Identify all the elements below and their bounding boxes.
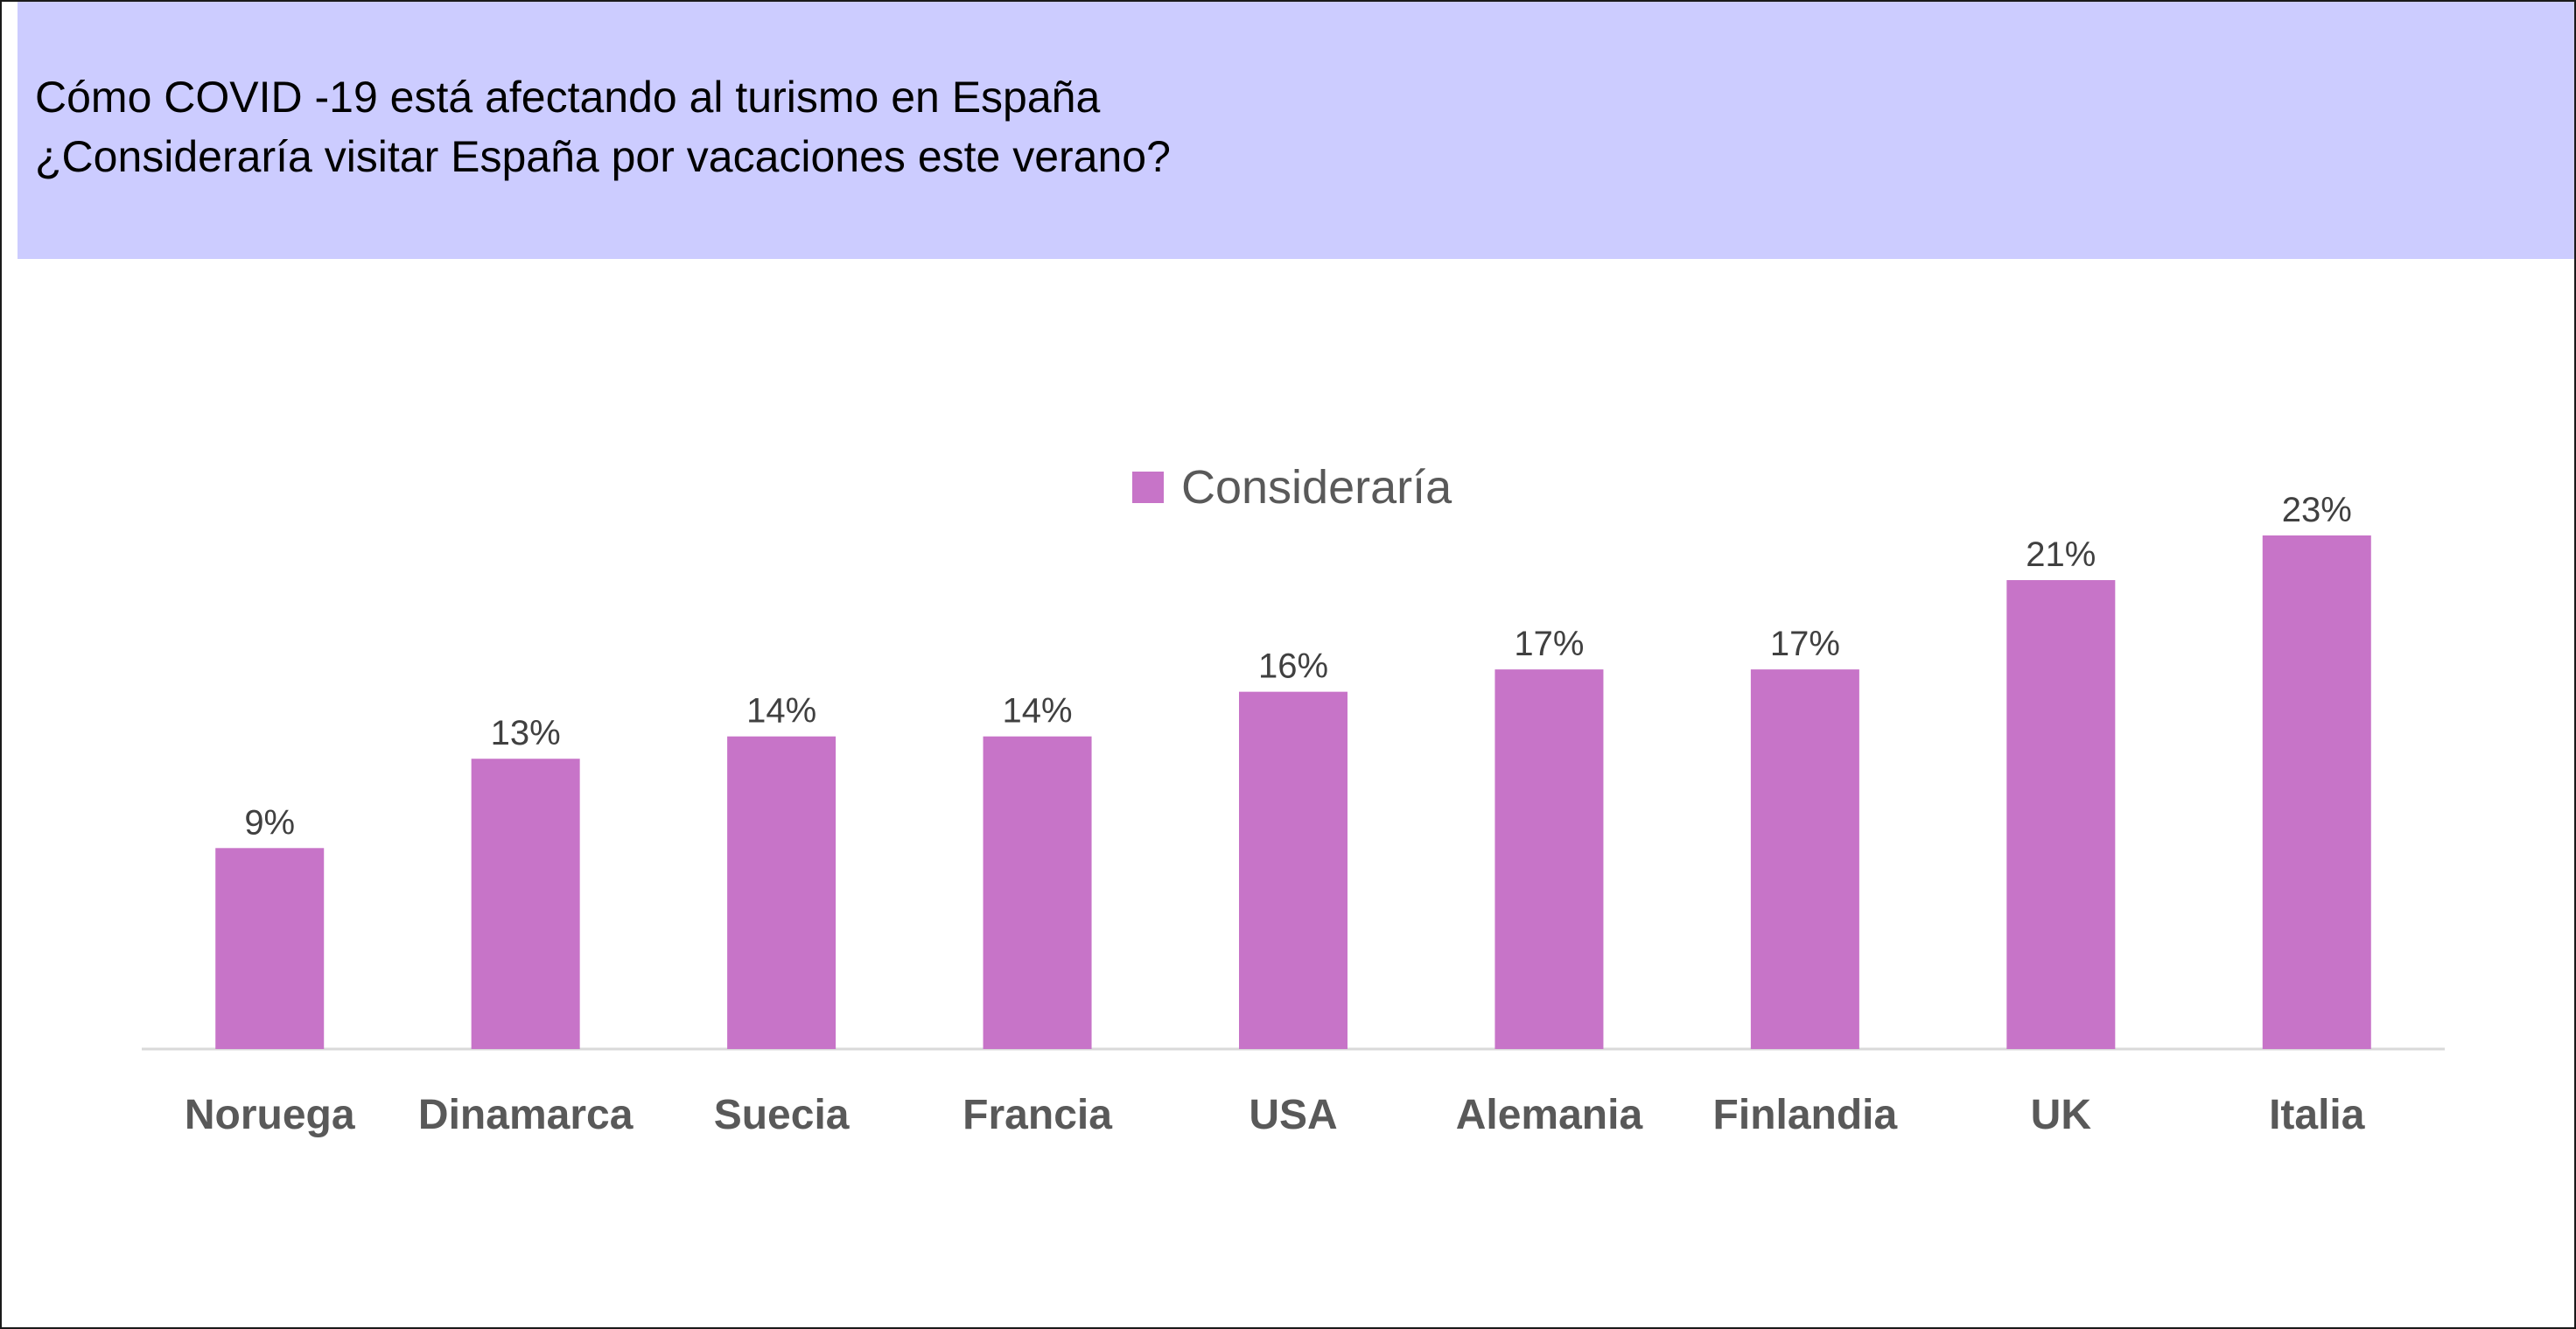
- data-label: 17%: [1514, 625, 1584, 663]
- bar-usa: [1239, 691, 1348, 1049]
- bar-noruega: [215, 848, 325, 1049]
- bar-dinamarca: [471, 759, 580, 1049]
- data-label: 17%: [1770, 625, 1840, 663]
- chart-subtitle: ¿Consideraría visitar España por vacacio…: [35, 132, 1171, 181]
- data-label: 16%: [1258, 647, 1328, 686]
- category-label: Finlandia: [1713, 1092, 1898, 1138]
- data-label: 23%: [2282, 491, 2352, 529]
- bar-italia: [2262, 535, 2371, 1049]
- data-label: 14%: [746, 692, 816, 731]
- category-label: Francia: [962, 1092, 1112, 1138]
- category-label: Noruega: [185, 1092, 355, 1138]
- chart-title: Cómo COVID -19 está afectando al turismo…: [35, 73, 1101, 122]
- data-label: 9%: [244, 803, 295, 842]
- legend-swatch: [1132, 472, 1164, 503]
- bar-uk: [2006, 580, 2116, 1049]
- category-label: Alemania: [1456, 1092, 1643, 1138]
- category-label: Suecia: [714, 1092, 850, 1138]
- data-label: 13%: [491, 714, 561, 752]
- bar-suecia: [727, 736, 836, 1049]
- bar-alemania: [1494, 669, 1604, 1049]
- category-label: Italia: [2269, 1092, 2365, 1138]
- category-label: Dinamarca: [418, 1092, 634, 1138]
- legend-label: Consideraría: [1181, 461, 1452, 514]
- bar-finlandia: [1750, 669, 1859, 1049]
- header-banner: Cómo COVID -19 está afectando al turismo…: [18, 2, 2574, 259]
- data-label: 14%: [1003, 692, 1073, 731]
- data-label: 21%: [2026, 535, 2096, 574]
- category-label: UK: [2031, 1092, 2092, 1138]
- bar-francia: [983, 736, 1092, 1049]
- category-label: USA: [1249, 1092, 1337, 1138]
